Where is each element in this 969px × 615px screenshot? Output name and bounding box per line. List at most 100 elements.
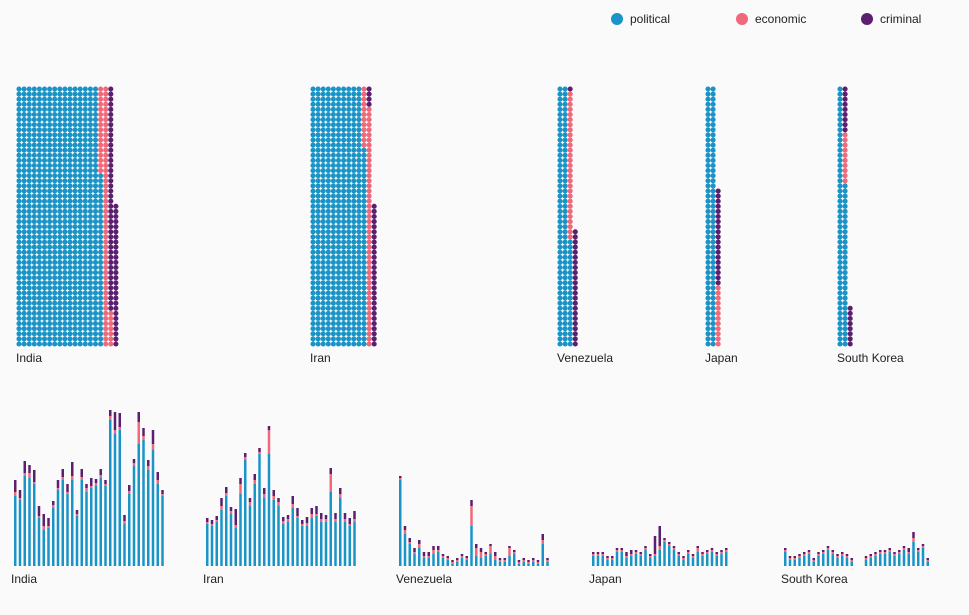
waffle-dot: [320, 101, 326, 107]
waffle-dot: [41, 315, 48, 322]
waffle-dot: [92, 178, 99, 184]
waffle-dot: [47, 290, 53, 296]
bar-political: [18, 500, 22, 566]
waffle-dot: [320, 244, 326, 250]
waffle-dot: [108, 193, 114, 199]
waffle-dot: [92, 101, 99, 107]
bar-criminal: [277, 498, 280, 502]
bar-criminal: [267, 426, 271, 430]
waffle-dot: [705, 290, 711, 296]
bar-economic: [353, 519, 356, 522]
waffle-dot: [356, 249, 362, 255]
waffle-dot: [366, 321, 372, 327]
waffle-dot: [341, 147, 347, 153]
waffle-dot: [572, 229, 578, 235]
waffle-dot: [325, 254, 331, 260]
bar-economic: [522, 560, 525, 562]
bar-criminal: [413, 548, 416, 552]
bar-economic: [446, 558, 449, 560]
waffle-dot: [31, 188, 37, 194]
waffle-dot: [31, 219, 37, 225]
waffle-dot: [366, 336, 372, 342]
waffle-dot: [557, 147, 563, 153]
waffle-dot: [47, 336, 53, 342]
bar-economic: [812, 560, 815, 562]
waffle-dot: [16, 106, 22, 112]
bar-political: [253, 484, 256, 566]
waffle-dot: [325, 127, 331, 133]
waffle-dot: [567, 219, 573, 225]
waffle-dot: [320, 234, 326, 240]
waffle-dot: [31, 193, 37, 199]
waffle-dot: [335, 86, 342, 92]
bar-economic: [234, 525, 237, 528]
waffle-dot: [335, 152, 342, 158]
waffle-dot: [346, 91, 352, 97]
bar-economic: [546, 560, 549, 562]
waffle-dot: [113, 224, 119, 230]
waffle-dot: [16, 290, 22, 296]
waffle-dot: [72, 168, 78, 174]
waffle-dot: [92, 203, 99, 209]
bar-political: [822, 554, 825, 566]
waffle-dot: [351, 162, 357, 169]
bar-criminal: [320, 513, 323, 519]
waffle-dot: [82, 142, 88, 148]
waffle-dot: [21, 132, 27, 138]
waffle-dot: [310, 280, 316, 286]
bar-economic: [248, 502, 252, 506]
waffle-dot: [31, 203, 37, 209]
waffle-dot: [366, 259, 372, 265]
waffle-dot: [557, 188, 563, 194]
bar-economic: [513, 552, 516, 554]
waffle-dot: [330, 285, 336, 291]
waffle-dot: [837, 142, 843, 148]
waffle-dot: [842, 111, 848, 118]
waffle-label-india: India: [16, 351, 42, 365]
waffle-dot: [310, 168, 316, 174]
waffle-dot: [72, 173, 78, 179]
waffle-dot: [92, 168, 99, 174]
waffle-dot: [351, 101, 357, 107]
waffle-dot: [87, 244, 93, 250]
bar-economic: [532, 560, 535, 562]
waffle-dot: [715, 259, 721, 265]
waffle-dot: [26, 234, 32, 240]
waffle-dot: [562, 117, 568, 123]
waffle-dot: [310, 86, 316, 92]
waffle-dot: [356, 224, 362, 230]
waffle-dot: [52, 336, 58, 342]
waffle-dot: [325, 290, 331, 296]
waffle-dot: [31, 86, 37, 92]
waffle-dot: [82, 173, 88, 179]
bar-economic: [639, 554, 642, 556]
waffle-dot: [67, 157, 73, 163]
waffle-dot: [837, 224, 843, 230]
waffle-charts: India Iran Venezuela Japan South Korea: [16, 86, 904, 365]
waffle-dot: [562, 91, 568, 97]
bar-economic: [926, 560, 929, 562]
bar-political: [532, 562, 535, 566]
bar-criminal: [37, 506, 41, 516]
bar-political: [99, 478, 102, 566]
waffle-dot: [837, 305, 843, 311]
waffle-dot: [21, 106, 27, 112]
bar-criminal: [812, 558, 815, 560]
waffle-dot: [310, 315, 316, 322]
waffle-dot: [330, 310, 336, 316]
waffle-dot: [92, 137, 99, 143]
waffle-dot: [72, 147, 78, 153]
waffle-dot: [92, 295, 99, 301]
bar-political: [682, 560, 685, 566]
waffle-dot: [52, 305, 58, 311]
waffle-dot: [310, 198, 316, 204]
waffle-dot: [103, 157, 109, 163]
waffle-dot: [113, 259, 119, 265]
bar-economic: [277, 502, 280, 506]
waffle-dot: [103, 264, 109, 271]
waffle-dot: [16, 152, 22, 158]
waffle-dot: [837, 336, 843, 342]
waffle-dot: [87, 285, 93, 291]
waffle-dot: [335, 162, 342, 169]
waffle-dot: [351, 280, 357, 286]
